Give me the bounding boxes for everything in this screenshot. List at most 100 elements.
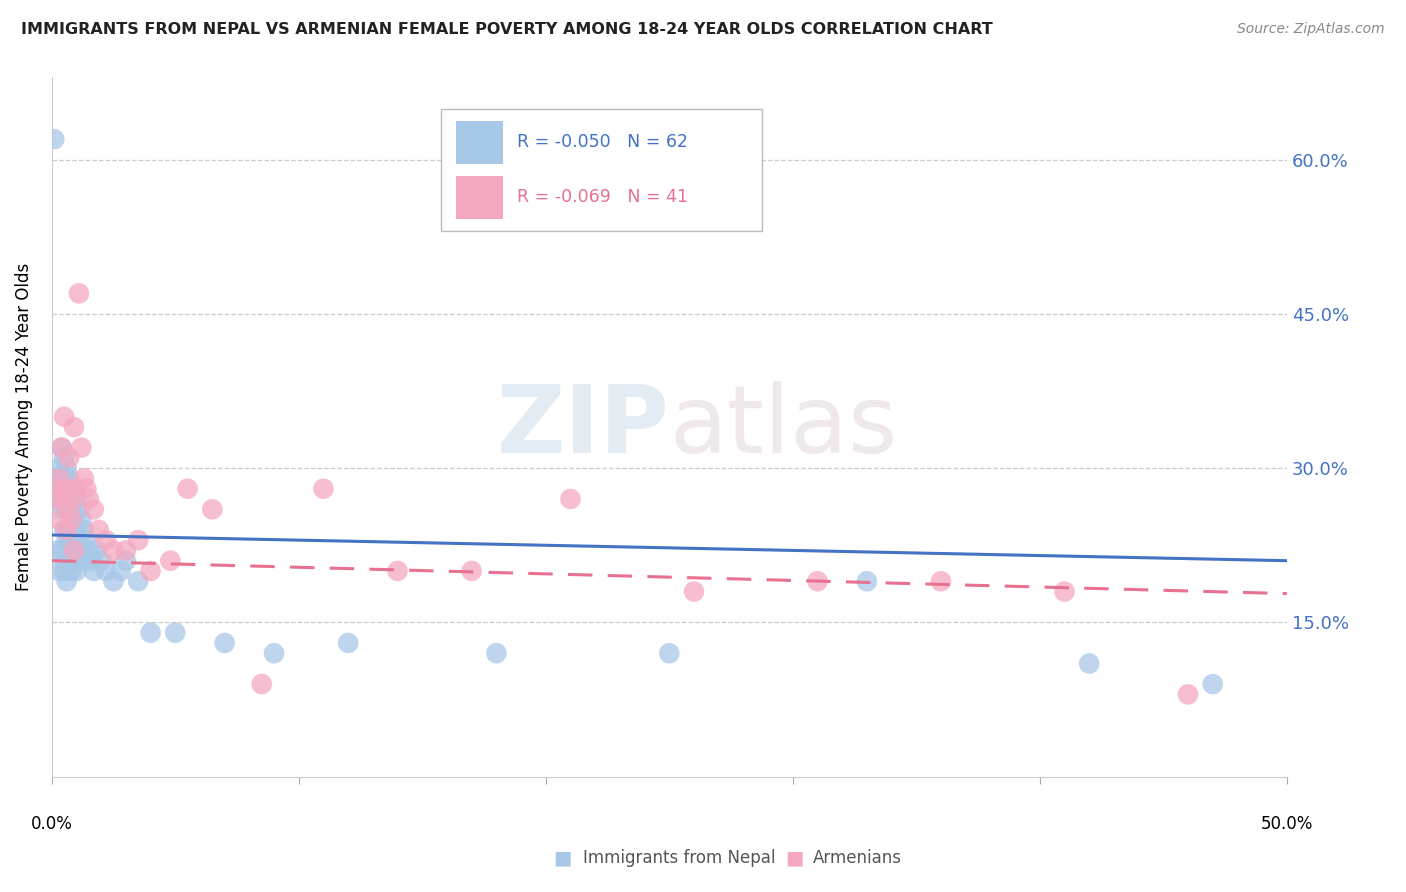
- Text: atlas: atlas: [669, 381, 897, 473]
- Point: [51, 482, 73, 496]
- Point: [115, 543, 138, 558]
- Text: R = -0.050   N = 62: R = -0.050 N = 62: [517, 133, 689, 152]
- Point: [51, 441, 73, 455]
- Text: Immigrants from Nepal: Immigrants from Nepal: [583, 849, 776, 867]
- Point: [45, 491, 67, 506]
- Point: [44, 132, 66, 146]
- Point: [65, 491, 87, 506]
- Point: [51, 502, 73, 516]
- Point: [45, 543, 67, 558]
- Point: [250, 677, 273, 691]
- Point: [53, 491, 76, 506]
- Point: [53, 471, 76, 485]
- Point: [53, 564, 76, 578]
- Point: [77, 491, 100, 506]
- Point: [60, 502, 83, 516]
- Text: IMMIGRANTS FROM NEPAL VS ARMENIAN FEMALE POVERTY AMONG 18-24 YEAR OLDS CORRELATI: IMMIGRANTS FROM NEPAL VS ARMENIAN FEMALE…: [21, 22, 993, 37]
- Point: [60, 533, 83, 548]
- Point: [53, 491, 76, 506]
- Point: [60, 564, 83, 578]
- Point: [63, 543, 86, 558]
- Point: [75, 482, 97, 496]
- Point: [127, 533, 149, 548]
- Point: [1202, 677, 1225, 691]
- Text: ■: ■: [553, 848, 572, 867]
- Point: [929, 574, 952, 589]
- Point: [70, 512, 93, 526]
- Text: Armenians: Armenians: [813, 849, 901, 867]
- Point: [110, 564, 132, 578]
- Point: [48, 512, 70, 526]
- Point: [63, 482, 86, 496]
- Point: [658, 646, 681, 660]
- Point: [67, 502, 90, 516]
- Point: [55, 533, 77, 548]
- Point: [139, 564, 162, 578]
- FancyBboxPatch shape: [456, 120, 502, 164]
- Point: [806, 574, 828, 589]
- Point: [48, 564, 70, 578]
- Point: [84, 543, 107, 558]
- Point: [63, 554, 86, 568]
- Point: [387, 564, 409, 578]
- Point: [94, 533, 117, 548]
- Point: [83, 564, 105, 578]
- Point: [115, 554, 138, 568]
- Point: [683, 584, 706, 599]
- Point: [55, 523, 77, 537]
- Point: [45, 491, 67, 506]
- Point: [103, 543, 125, 558]
- Point: [80, 554, 103, 568]
- Point: [75, 533, 97, 548]
- Point: [73, 471, 96, 485]
- Point: [55, 502, 77, 516]
- Point: [337, 636, 360, 650]
- FancyBboxPatch shape: [456, 176, 502, 219]
- Point: [58, 523, 80, 537]
- Point: [70, 543, 93, 558]
- Point: [70, 441, 93, 455]
- Point: [58, 554, 80, 568]
- Point: [53, 409, 76, 424]
- Point: [48, 491, 70, 506]
- Point: [60, 491, 83, 506]
- Point: [51, 482, 73, 496]
- Point: [45, 471, 67, 485]
- FancyBboxPatch shape: [441, 109, 762, 231]
- Point: [55, 482, 77, 496]
- Point: [560, 491, 582, 506]
- Point: [51, 441, 73, 455]
- Point: [60, 512, 83, 526]
- Point: [55, 482, 77, 496]
- Point: [159, 554, 181, 568]
- Text: ■: ■: [785, 848, 804, 867]
- Point: [48, 461, 70, 475]
- Point: [77, 543, 100, 558]
- Point: [65, 482, 87, 496]
- Point: [58, 471, 80, 485]
- Point: [63, 420, 86, 434]
- Point: [48, 471, 70, 485]
- Point: [67, 286, 90, 301]
- Point: [51, 543, 73, 558]
- Point: [58, 491, 80, 506]
- Point: [90, 554, 112, 568]
- Text: R = -0.069   N = 41: R = -0.069 N = 41: [517, 188, 689, 206]
- Point: [263, 646, 285, 660]
- Point: [1078, 657, 1101, 671]
- Point: [165, 625, 187, 640]
- Point: [1177, 687, 1199, 701]
- Point: [485, 646, 508, 660]
- Point: [176, 482, 198, 496]
- Point: [55, 461, 77, 475]
- Point: [65, 523, 87, 537]
- Point: [87, 523, 110, 537]
- Point: [73, 523, 96, 537]
- Point: [214, 636, 236, 650]
- Text: 0.0%: 0.0%: [31, 815, 73, 833]
- Point: [856, 574, 879, 589]
- Y-axis label: Female Poverty Among 18-24 Year Olds: Female Poverty Among 18-24 Year Olds: [15, 263, 32, 591]
- Point: [83, 502, 105, 516]
- Point: [58, 502, 80, 516]
- Point: [460, 564, 482, 578]
